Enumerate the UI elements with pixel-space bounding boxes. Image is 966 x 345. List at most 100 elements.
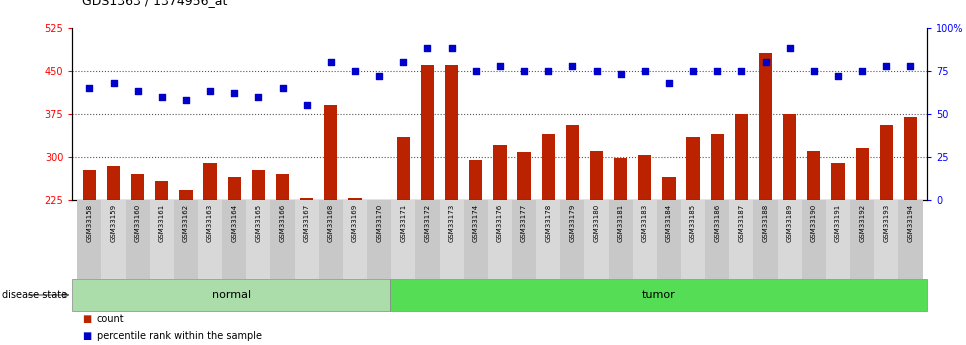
Text: GSM33176: GSM33176 xyxy=(497,204,503,242)
Point xyxy=(638,68,653,73)
Bar xyxy=(415,200,440,279)
Text: GSM33166: GSM33166 xyxy=(279,204,286,242)
Text: GSM33184: GSM33184 xyxy=(666,204,672,242)
Bar xyxy=(252,170,265,200)
Bar xyxy=(735,114,748,200)
Text: GSM33177: GSM33177 xyxy=(521,204,527,242)
Text: GSM33168: GSM33168 xyxy=(327,204,334,242)
Bar xyxy=(657,200,681,279)
Point xyxy=(371,73,386,79)
Bar xyxy=(663,177,675,200)
Bar xyxy=(802,200,826,279)
Bar xyxy=(198,200,222,279)
Text: GSM33167: GSM33167 xyxy=(303,204,310,242)
Bar xyxy=(518,152,530,200)
Bar xyxy=(300,198,313,200)
Bar xyxy=(464,200,488,279)
Text: GSM33169: GSM33169 xyxy=(352,204,358,242)
Text: GSM33158: GSM33158 xyxy=(86,204,93,242)
Text: GSM33194: GSM33194 xyxy=(907,204,914,242)
Bar xyxy=(711,134,724,200)
Bar xyxy=(325,105,337,200)
Bar xyxy=(783,114,796,200)
Text: percentile rank within the sample: percentile rank within the sample xyxy=(97,332,262,341)
Text: ■: ■ xyxy=(82,332,92,341)
Bar xyxy=(156,181,168,200)
Bar xyxy=(373,200,385,202)
Bar xyxy=(180,190,192,200)
Bar xyxy=(850,200,874,279)
Point xyxy=(396,59,412,65)
Text: ■: ■ xyxy=(82,314,92,324)
Bar xyxy=(753,200,778,279)
Text: GSM33170: GSM33170 xyxy=(376,204,383,242)
Text: GDS1363 / 1374956_at: GDS1363 / 1374956_at xyxy=(82,0,227,7)
Point xyxy=(348,68,363,73)
Point xyxy=(831,73,846,79)
Bar xyxy=(729,200,753,279)
Text: GSM33159: GSM33159 xyxy=(110,204,117,242)
Bar xyxy=(778,200,802,279)
Bar xyxy=(542,134,554,200)
Bar xyxy=(566,125,579,200)
Bar xyxy=(445,65,458,200)
Bar xyxy=(759,53,772,200)
Bar xyxy=(584,200,609,279)
Text: GSM33163: GSM33163 xyxy=(207,204,213,242)
Bar xyxy=(560,200,584,279)
Point xyxy=(734,68,750,73)
Bar xyxy=(150,200,174,279)
Bar xyxy=(204,163,216,200)
Point xyxy=(902,63,918,68)
Point xyxy=(203,89,218,94)
Text: GSM33192: GSM33192 xyxy=(859,204,866,242)
Bar xyxy=(174,200,198,279)
Bar xyxy=(590,151,603,200)
Bar xyxy=(440,200,464,279)
Point xyxy=(709,68,724,73)
Bar xyxy=(469,160,482,200)
Bar xyxy=(898,200,923,279)
Text: GSM33161: GSM33161 xyxy=(158,204,165,242)
Point xyxy=(806,68,821,73)
Point xyxy=(106,80,122,86)
Bar xyxy=(228,177,241,200)
Bar xyxy=(126,200,150,279)
Point xyxy=(251,94,267,99)
Text: GSM33190: GSM33190 xyxy=(810,204,817,242)
Point xyxy=(82,85,98,91)
Point xyxy=(155,94,170,99)
Point xyxy=(275,85,291,91)
Text: GSM33186: GSM33186 xyxy=(714,204,721,242)
Point xyxy=(613,71,629,77)
Text: GSM33174: GSM33174 xyxy=(472,204,479,242)
Bar xyxy=(494,146,506,200)
Bar xyxy=(83,170,96,200)
Point xyxy=(661,80,676,86)
Text: GSM33181: GSM33181 xyxy=(617,204,624,242)
Point xyxy=(757,59,773,65)
Point xyxy=(782,46,798,51)
Bar xyxy=(614,158,627,200)
Point xyxy=(492,63,508,68)
Bar xyxy=(131,174,144,200)
Bar xyxy=(222,200,246,279)
Text: GSM33178: GSM33178 xyxy=(545,204,552,242)
Text: GSM33188: GSM33188 xyxy=(762,204,769,242)
Text: count: count xyxy=(97,314,125,324)
Bar xyxy=(512,200,536,279)
Bar xyxy=(246,200,270,279)
Bar xyxy=(826,200,850,279)
Text: GSM33173: GSM33173 xyxy=(448,204,455,242)
Point xyxy=(179,97,194,103)
Point xyxy=(419,46,435,51)
Bar xyxy=(72,279,390,311)
Text: normal: normal xyxy=(212,290,251,300)
Point xyxy=(541,68,556,73)
Text: GSM33185: GSM33185 xyxy=(690,204,696,242)
Point xyxy=(444,46,460,51)
Text: GSM33162: GSM33162 xyxy=(183,204,189,242)
Bar xyxy=(633,200,657,279)
Text: GSM33189: GSM33189 xyxy=(786,204,793,242)
Bar xyxy=(391,200,415,279)
